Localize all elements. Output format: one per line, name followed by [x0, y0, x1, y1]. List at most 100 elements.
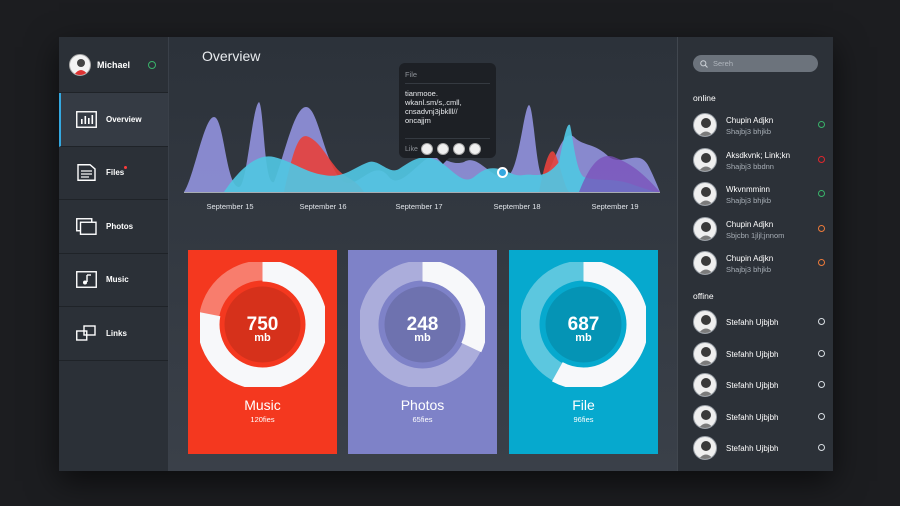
search-box[interactable]	[693, 55, 818, 72]
tooltip-line: tianmooe.	[405, 89, 438, 98]
contact-item[interactable]: Stefahh Ujbjbh	[693, 403, 828, 431]
card-unit: mb	[414, 332, 431, 344]
offline-section-label: offine	[693, 291, 714, 301]
x-axis-label: September 19	[591, 202, 639, 211]
contact-status-text: Shajbj3 bhjkb	[726, 196, 772, 205]
contact-avatar	[693, 216, 717, 241]
card-title: Photos	[400, 397, 445, 413]
contact-item[interactable]: Chupin Adjkn Shajbj3 bhjkb	[693, 249, 828, 277]
main-content: Overview September 15 September 16 Septe…	[169, 37, 677, 471]
contact-name: Stefahh Ujbjbh	[726, 412, 779, 422]
photos-card[interactable]: 248 mb Photos 65fies	[348, 250, 497, 454]
contact-item[interactable]: Wkvnmminn Shajbj3 bhjkb	[693, 180, 828, 208]
nav-item-music[interactable]: Music	[59, 254, 168, 307]
card-title: File	[572, 397, 595, 413]
donut-hole	[545, 286, 622, 363]
chart-area-cyan	[224, 124, 660, 192]
chart-marker[interactable]	[497, 167, 508, 178]
nav-label: Photos	[106, 221, 134, 231]
presence-icon	[818, 121, 825, 128]
search-input[interactable]	[713, 59, 813, 68]
contact-item[interactable]: Stefahh Ujbjbh	[693, 434, 828, 462]
chart-area-purple	[579, 156, 660, 192]
contact-item[interactable]: Stefahh Ujbjbh	[693, 340, 828, 368]
x-axis-label: September 15	[206, 202, 254, 211]
nav-menu: Overview Files Photos Music Links	[59, 93, 168, 361]
nav-item-photos[interactable]: Photos	[59, 200, 168, 254]
x-axis-label: September 16	[299, 202, 347, 211]
like-label[interactable]: Like	[405, 145, 418, 153]
presence-icon	[818, 259, 825, 266]
page-title: Overview	[202, 48, 261, 64]
contacts-panel: online Chupin Adjkn Shajbj3 bhjkb Aksdkvnk…	[677, 37, 833, 471]
nav-label: Links	[106, 328, 127, 338]
contact-avatar	[693, 310, 717, 334]
contact-status-text: Shajbj3 bhjkb	[726, 265, 772, 274]
music-icon	[76, 271, 97, 289]
links-icon	[76, 325, 96, 341]
donut-progress	[521, 262, 646, 387]
file-donut	[521, 262, 646, 387]
card-value: 750	[246, 314, 279, 335]
nav-item-overview[interactable]: Overview	[59, 93, 168, 147]
donut-hole	[384, 286, 461, 363]
nav-item-files[interactable]: Files	[59, 147, 168, 200]
presence-icon	[818, 381, 825, 388]
sidebar: Michael Overview Files Photos Music	[59, 37, 169, 471]
music-card[interactable]: 750 mb Music 120fies	[188, 250, 337, 454]
presence-icon	[818, 155, 825, 163]
donut-progress	[200, 262, 325, 387]
presence-icon	[818, 318, 825, 325]
contact-name: Wkvnmminn	[726, 185, 771, 194]
liker-avatar[interactable]	[468, 143, 481, 155]
presence-icon	[818, 444, 825, 451]
tooltip-line: wkanl.sm/s,.cmll,	[405, 98, 462, 107]
contact-name: Stefahh Ujbjbh	[726, 318, 779, 327]
contact-name: Chupin Adjkn	[726, 254, 774, 263]
card-unit: mb	[254, 332, 271, 344]
contact-status-text: Shajbj3 bhjkb	[726, 127, 772, 136]
tooltip-line: cnsadvnj3jbklll//	[405, 107, 458, 116]
liker-avatar[interactable]	[436, 143, 449, 155]
profile-header[interactable]: Michael	[59, 37, 168, 93]
contact-item[interactable]: Chupin Adjkn Sbjcbn 1jljl;jnnom	[693, 215, 828, 243]
file-card[interactable]: 687 mb File 96fies	[509, 250, 658, 454]
nav-label: Overview	[106, 114, 142, 124]
contact-item[interactable]: Aksdkvnk; Link;kn Shajbj3 bbdnn	[693, 146, 828, 174]
photos-icon	[76, 217, 97, 235]
x-axis-label: September 17	[395, 202, 443, 211]
online-section-label: online	[693, 93, 716, 103]
nav-label: Files	[106, 168, 125, 178]
contact-status-text: Sbjcbn 1jljl;jnnom	[726, 230, 785, 240]
photos-donut	[360, 262, 485, 387]
liker-avatar[interactable]	[420, 143, 433, 155]
contact-avatar	[693, 436, 717, 460]
tooltip-body: tianmooe. wkanl.sm/s,.cmll, cnsadvnj3jbk…	[405, 89, 490, 134]
online-status-icon	[148, 61, 156, 69]
contact-item[interactable]: Stefahh Ujbjbh	[693, 308, 828, 336]
contact-status-text: Shajbj3 bbdnn	[726, 161, 774, 171]
user-avatar	[69, 53, 91, 76]
contact-avatar	[693, 373, 717, 397]
card-title: Music	[244, 397, 281, 413]
donut-hole	[224, 286, 301, 363]
card-unit: mb	[575, 332, 592, 344]
card-subtitle: 120fies	[250, 415, 275, 424]
card-subtitle: 96fies	[573, 415, 594, 424]
tooltip-line: oncajjm	[405, 116, 431, 125]
contact-item[interactable]: Stefahh Ujbjbh	[693, 371, 828, 399]
contact-name: Stefahh Ujbjbh	[726, 444, 779, 453]
donut-progress	[360, 262, 485, 387]
presence-icon	[818, 412, 825, 420]
nav-item-links[interactable]: Links	[59, 307, 168, 361]
contact-name: Stefahh Ujbjbh	[726, 349, 779, 359]
music-donut	[200, 262, 325, 387]
liker-avatar[interactable]	[452, 143, 465, 155]
contact-avatar	[693, 147, 717, 172]
search-icon	[700, 59, 708, 68]
contact-item[interactable]: Chupin Adjkn Shajbj3 bhjkb	[693, 111, 828, 139]
contact-avatar	[693, 404, 717, 429]
card-value: 687	[567, 314, 600, 335]
tooltip-likes: Like	[405, 138, 490, 155]
contact-avatar	[693, 113, 717, 137]
